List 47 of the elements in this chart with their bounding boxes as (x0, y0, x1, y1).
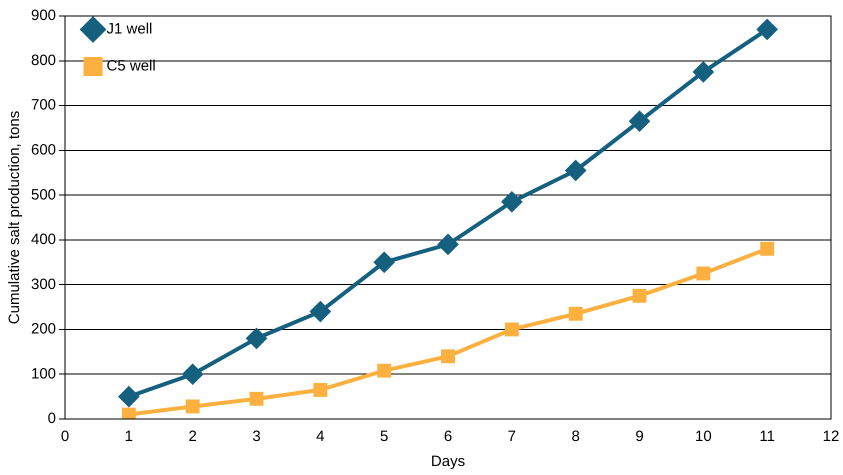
y-tick-label: 300 (30, 276, 56, 293)
point (377, 364, 392, 378)
point (757, 19, 778, 40)
point (630, 111, 650, 132)
point (441, 349, 455, 364)
point (566, 160, 586, 180)
point (182, 364, 203, 384)
point (313, 382, 328, 397)
y-tick-label: 0 (48, 410, 56, 428)
point (760, 242, 774, 256)
x-tick-label: 9 (635, 428, 644, 446)
point (118, 386, 139, 407)
point (246, 328, 267, 348)
point (632, 288, 646, 303)
point (502, 192, 522, 212)
y-tick-label: 500 (30, 186, 56, 204)
point (696, 266, 710, 280)
point (250, 392, 264, 406)
point (438, 234, 458, 254)
y-tick-label: 900 (30, 7, 56, 24)
point (374, 252, 394, 272)
x-tick-label: 0 (60, 428, 70, 446)
point (504, 322, 519, 336)
x-tick-label: 5 (380, 428, 388, 446)
x-tick-label: 4 (316, 428, 325, 446)
x-tick-label: 7 (508, 428, 516, 446)
x-tick-label: 10 (694, 428, 712, 446)
x-tick-label: 8 (572, 428, 580, 446)
point (186, 400, 200, 414)
y-tick-label: 200 (30, 320, 56, 338)
y-tick-label: 400 (30, 231, 56, 248)
point (568, 306, 583, 321)
y-tick-label: 600 (30, 141, 56, 158)
x-tick-label: 11 (759, 428, 775, 446)
x-tick-label: 3 (252, 428, 261, 446)
point (310, 302, 330, 322)
y-tick-label: 800 (30, 52, 56, 69)
x-tick-label: 1 (124, 428, 134, 446)
legend-label: J1 well (106, 20, 152, 38)
point (693, 62, 714, 82)
y-tick-label: 100 (30, 365, 56, 382)
x-tick-label: 12 (822, 428, 840, 446)
x-tick-label: 2 (188, 428, 197, 446)
y-tick-label: 700 (30, 96, 56, 114)
x-axis-title: Days (430, 453, 466, 470)
x-tick-label: 6 (444, 428, 452, 446)
y-axis-title: Cumulative salt production, tons (6, 110, 24, 324)
